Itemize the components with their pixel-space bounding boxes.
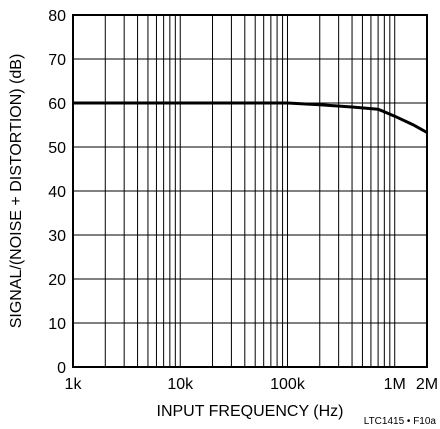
x-tick-label: 100k <box>270 376 306 393</box>
y-tick-labels: 0 10 20 30 40 50 60 70 80 <box>48 8 66 377</box>
y-tick-label: 80 <box>48 8 66 25</box>
y-tick-label: 40 <box>48 184 66 201</box>
plot-frame <box>72 14 428 368</box>
y-tick-label: 60 <box>48 96 66 113</box>
series-layer <box>73 101 428 134</box>
x-tick-label: 1k <box>65 376 83 393</box>
x-tick-label: 1M <box>384 376 406 393</box>
y-axis-title: SIGNAL/(NOISE + DISTORTION) (dB) <box>8 54 25 329</box>
y-tick-label: 0 <box>57 360 66 377</box>
series-line <box>73 101 428 134</box>
x-axis-title: INPUT FREQUENCY (Hz) <box>157 403 344 420</box>
x-tick-label: 10k <box>167 376 194 393</box>
y-tick-label: 30 <box>48 228 66 245</box>
y-tick-label: 10 <box>48 316 66 333</box>
x-tick-label: 2M <box>416 376 438 393</box>
grid-lines <box>73 15 427 367</box>
y-tick-label: 70 <box>48 52 66 69</box>
figure-reference: LTC1415 • F10a <box>364 416 437 427</box>
y-tick-label: 50 <box>48 140 66 157</box>
y-tick-label: 20 <box>48 272 66 289</box>
x-tick-labels: 1k 10k 100k 1M 2M <box>65 376 439 393</box>
